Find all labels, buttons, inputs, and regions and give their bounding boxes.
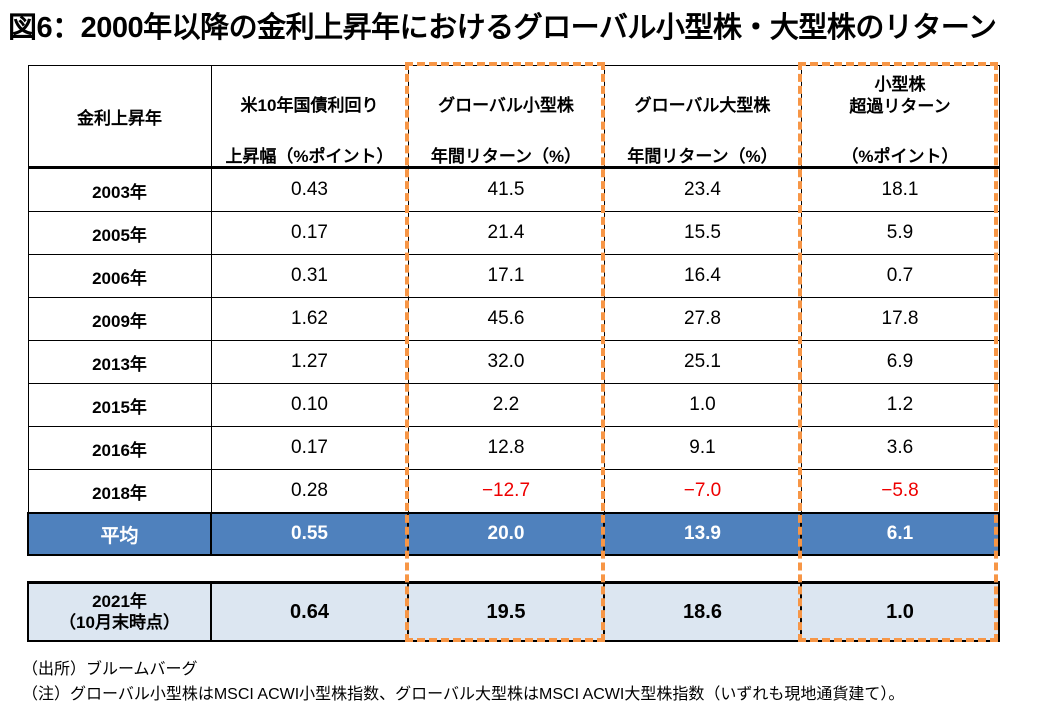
value-cell: 6.9 <box>800 340 1000 384</box>
year-cell: 2003年 <box>27 167 212 212</box>
value-cell: 23.4 <box>603 167 802 212</box>
value-cell: −5.8 <box>800 469 1000 514</box>
column-header: グローバル大型株 年間リターン（%） <box>603 65 802 169</box>
value-cell: 16.4 <box>603 254 802 298</box>
value-cell: 3.6 <box>800 426 1000 470</box>
column-header: 小型株 超過リターン （%ポイント） <box>800 65 1000 169</box>
header-title: 金利上昇年 <box>77 109 162 128</box>
value-cell: 0.17 <box>210 211 409 255</box>
average-value: 13.9 <box>603 512 802 556</box>
value-cell: 5.9 <box>800 211 1000 255</box>
value-cell: 9.1 <box>603 426 802 470</box>
page-title: 図6：2000年以降の金利上昇年におけるグローバル小型株・大型株のリターン <box>8 12 997 44</box>
average-row: 平均 0.55 20.0 13.9 6.1 <box>27 512 1000 556</box>
table-row: 2009年 1.62 45.6 27.8 17.8 <box>27 297 1000 341</box>
average-value: 0.55 <box>210 512 409 556</box>
table-row: 2006年 0.31 17.1 16.4 0.7 <box>27 254 1000 298</box>
value-cell: 15.5 <box>603 211 802 255</box>
value-cell: 0.7 <box>800 254 1000 298</box>
year-cell: 2005年 <box>27 211 212 255</box>
header-title: グローバル大型株 <box>634 96 771 115</box>
value-cell: 17.8 <box>800 297 1000 341</box>
current-year-label: 2021年 （10月末時点） <box>27 581 212 642</box>
value-cell: 27.8 <box>603 297 802 341</box>
source-note: （出所）ブルームバーグ <box>22 661 198 678</box>
value-cell: −7.0 <box>603 469 802 514</box>
column-header: グローバル小型株 年間リターン（%） <box>407 65 605 169</box>
value-cell: 0.10 <box>210 383 409 427</box>
current-year-row: 2021年 （10月末時点） 0.64 19.5 18.6 1.0 <box>27 581 1000 642</box>
value-cell: −12.7 <box>407 469 605 514</box>
table-row: 2015年 0.10 2.2 1.0 1.2 <box>27 383 1000 427</box>
header-unit: 上昇幅（%ポイント） <box>225 147 394 166</box>
value-cell: 1.0 <box>603 383 802 427</box>
header-unit: 年間リターン（%） <box>430 147 582 166</box>
header-title: 米10年国債利回り <box>240 96 379 115</box>
value-cell: 17.1 <box>407 254 605 298</box>
header-unit: （%ポイント） <box>841 147 959 166</box>
value-cell: 0.43 <box>210 167 409 212</box>
footnote: （注）グローバル小型株はMSCI ACWI小型株指数、グローバル大型株はMSCI… <box>22 686 905 703</box>
table-row: 2013年 1.27 32.0 25.1 6.9 <box>27 340 1000 384</box>
year-cell: 2015年 <box>27 383 212 427</box>
current-value: 1.0 <box>800 581 1000 642</box>
value-cell: 1.2 <box>800 383 1000 427</box>
table-row: 2018年 0.28 −12.7 −7.0 −5.8 <box>27 469 1000 514</box>
table-row: 2016年 0.17 12.8 9.1 3.6 <box>27 426 1000 470</box>
value-cell: 41.5 <box>407 167 605 212</box>
value-cell: 25.1 <box>603 340 802 384</box>
header-title: 小型株 超過リターン <box>849 75 951 116</box>
value-cell: 2.2 <box>407 383 605 427</box>
returns-table: 金利上昇年 米10年国債利回り 上昇幅（%ポイント） グローバル小型株 年間リターン（%… <box>27 65 1000 642</box>
value-cell: 0.28 <box>210 469 409 514</box>
value-cell: 32.0 <box>407 340 605 384</box>
value-cell: 0.17 <box>210 426 409 470</box>
header-row: 金利上昇年 米10年国債利回り 上昇幅（%ポイント） グローバル小型株 年間リターン（%… <box>27 65 1000 169</box>
table-row: 2003年 0.43 41.5 23.4 18.1 <box>27 167 1000 212</box>
value-cell: 12.8 <box>407 426 605 470</box>
year-cell: 2016年 <box>27 426 212 470</box>
value-cell: 1.62 <box>210 297 409 341</box>
average-label: 平均 <box>27 512 212 556</box>
value-cell: 21.4 <box>407 211 605 255</box>
column-header: 金利上昇年 <box>27 65 212 169</box>
column-header: 米10年国債利回り 上昇幅（%ポイント） <box>210 65 409 169</box>
average-value: 20.0 <box>407 512 605 556</box>
value-cell: 45.6 <box>407 297 605 341</box>
current-value: 18.6 <box>603 581 802 642</box>
header-unit: 年間リターン（%） <box>627 147 778 166</box>
year-cell: 2009年 <box>27 297 212 341</box>
year-cell: 2013年 <box>27 340 212 384</box>
value-cell: 18.1 <box>800 167 1000 212</box>
average-value: 6.1 <box>800 512 1000 556</box>
table-row: 2005年 0.17 21.4 15.5 5.9 <box>27 211 1000 255</box>
current-value: 19.5 <box>407 581 605 642</box>
value-cell: 0.31 <box>210 254 409 298</box>
year-cell: 2018年 <box>27 469 212 514</box>
year-cell: 2006年 <box>27 254 212 298</box>
value-cell: 1.27 <box>210 340 409 384</box>
header-title: グローバル小型株 <box>438 96 574 115</box>
current-value: 0.64 <box>210 581 409 642</box>
